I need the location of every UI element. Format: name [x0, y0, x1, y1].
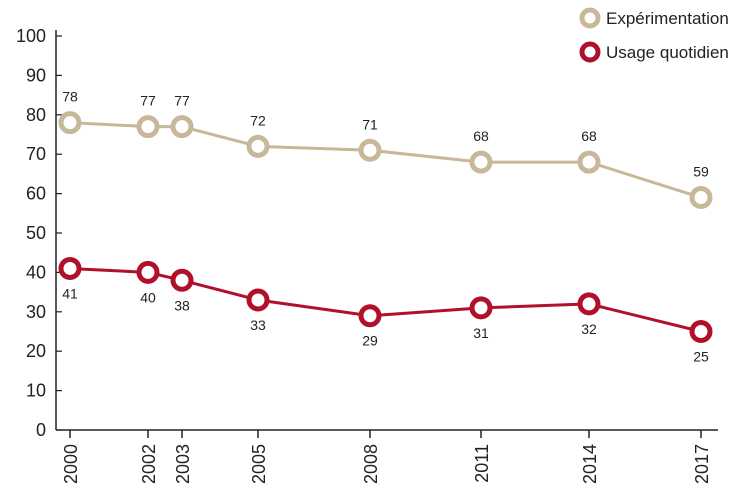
y-tick-label: 10: [26, 381, 46, 401]
data-point: [58, 256, 82, 280]
data-point: [577, 150, 601, 174]
y-tick-label: 90: [26, 65, 46, 85]
data-label: 33: [250, 317, 266, 333]
data-label: 40: [140, 289, 156, 305]
x-tick-label: 2003: [173, 444, 193, 484]
series-experimentation: 78 77 77 72 71 68 68 59: [58, 89, 713, 210]
y-axis-ticks: 0 10 20 30 40 50 60 70 80 90 100: [16, 26, 62, 440]
data-point: [689, 186, 713, 210]
data-point: [689, 320, 713, 343]
y-tick-label: 100: [16, 26, 46, 46]
y-tick-label: 20: [26, 341, 46, 361]
x-tick-label: 2014: [580, 444, 600, 484]
y-tick-label: 60: [26, 184, 46, 204]
data-point: [170, 268, 194, 292]
data-label: 59: [693, 164, 709, 180]
data-point: [58, 111, 82, 135]
data-point: [136, 260, 160, 284]
y-tick-label: 30: [26, 302, 46, 322]
x-tick-label: 2008: [361, 444, 381, 484]
x-tick-label: 2011: [472, 444, 492, 483]
series-usage-quotidien: 41 40 38 33 29 31 32 25: [58, 256, 713, 365]
y-tick-label: 40: [26, 262, 46, 282]
x-tick-label: 2000: [61, 444, 81, 484]
data-point: [469, 150, 493, 174]
data-point: [246, 288, 270, 312]
axes: [55, 30, 718, 431]
data-point: [358, 138, 382, 162]
series-layer: 78 77 77 72 71 68 68 59 41 40 38 33 29 31 32 25: [58, 89, 713, 365]
data-label: 38: [174, 297, 190, 313]
data-point: [170, 115, 194, 139]
y-tick-label: 70: [26, 144, 46, 164]
data-label: 72: [250, 112, 266, 128]
data-label: 68: [473, 128, 489, 144]
data-point: [577, 292, 601, 316]
data-point: [469, 296, 493, 320]
data-label: 31: [473, 325, 489, 341]
x-axis-ticks: 2000 2002 2003 2005 2008 2011 2014 2017: [61, 430, 712, 484]
data-label: 71: [362, 116, 378, 132]
y-tick-label: 50: [26, 223, 46, 243]
data-label: 41: [62, 285, 78, 301]
legend-label: Expérimentation: [606, 9, 729, 28]
series-line: [69, 121, 702, 199]
data-label: 78: [62, 89, 78, 105]
x-tick-label: 2017: [692, 444, 712, 484]
data-point: [246, 134, 270, 158]
legend: Expérimentation Usage quotidien: [579, 7, 729, 63]
data-label: 29: [362, 333, 378, 349]
x-tick-label: 2005: [249, 444, 269, 484]
y-tick-label: 80: [26, 105, 46, 125]
data-point: [136, 115, 160, 139]
legend-label: Usage quotidien: [606, 43, 729, 62]
data-label: 68: [581, 128, 597, 144]
legend-marker: [579, 41, 601, 63]
x-tick-label: 2002: [139, 444, 159, 484]
data-label: 25: [693, 349, 709, 365]
y-tick-label: 0: [36, 420, 46, 440]
data-point: [358, 304, 382, 328]
data-label: 32: [581, 321, 597, 337]
legend-marker: [579, 7, 601, 29]
series-line: [69, 266, 702, 333]
data-label: 77: [174, 93, 190, 109]
data-label: 77: [140, 93, 156, 109]
